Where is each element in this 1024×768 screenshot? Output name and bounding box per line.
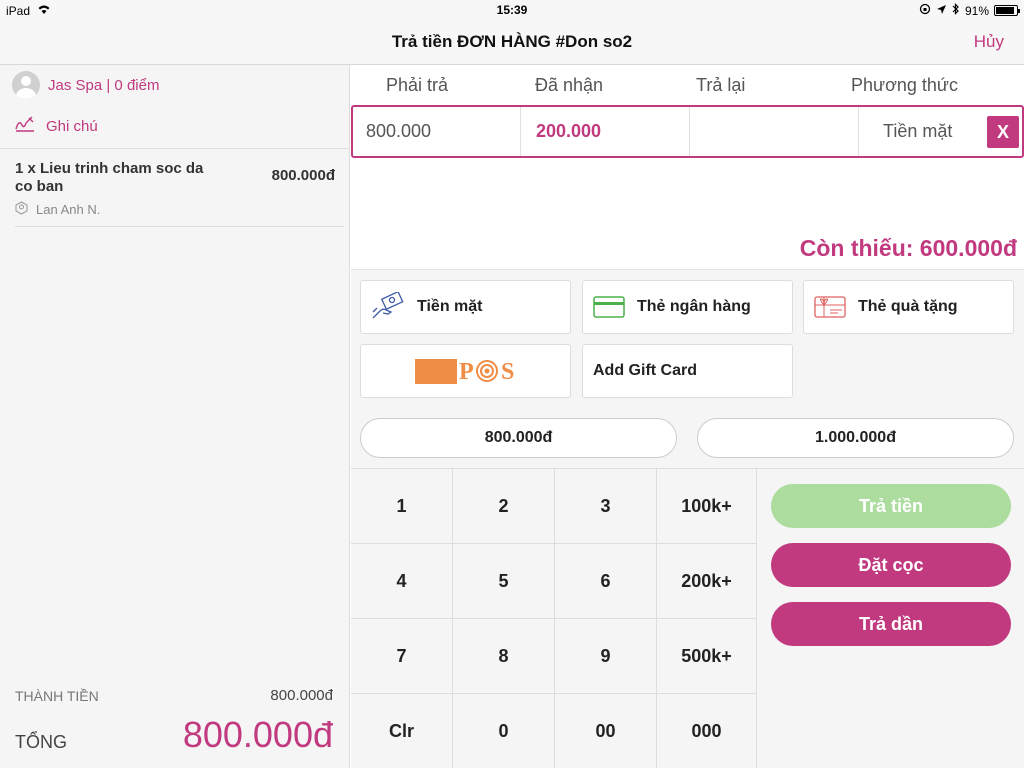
key-200k[interactable]: 200k+ [657,544,756,619]
cash-icon [371,292,405,322]
deposit-button[interactable]: Đặt cọc [771,543,1011,587]
staff-icon [15,201,28,218]
key-9[interactable]: 9 [555,619,657,694]
battery-fill [996,7,1015,14]
gift-card-method-button[interactable]: Thẻ quà tặng [803,280,1014,334]
amount-remaining: Còn thiếu: 600.000đ [799,235,1017,261]
header-amount-received: Đã nhận [535,75,604,95]
amount-received-input[interactable]: 200.000 [521,107,690,156]
payment-methods-panel: Tiền mặt Thẻ ngân hàng Thẻ quà tặng P [351,269,1024,468]
divider [15,226,344,227]
wifi-icon [36,3,52,18]
customer-selector[interactable]: Jas Spa | 0 điểm [12,71,159,99]
clock: 15:39 [496,3,528,17]
credit-card-icon [593,296,625,318]
payment-row[interactable]: 800.000 200.000 Tiền mặt X [351,105,1024,158]
pos-logo: P S [414,357,517,385]
key-500k[interactable]: 500k+ [657,619,756,694]
bluetooth-icon [952,3,960,18]
payment-method-cell[interactable]: Tiền mặt [883,121,953,141]
bank-card-method-button[interactable]: Thẻ ngân hàng [582,280,793,334]
battery-percent: 91% [964,3,989,18]
orientation-lock-icon [919,3,931,18]
quick-amount-button[interactable]: 1.000.000đ [697,418,1014,458]
payment-table-header: Phải trả Đã nhận Trả lại Phương thức [351,65,1024,105]
installment-button[interactable]: Trả dần [771,602,1011,646]
order-item-description: 1 x Lieu trinh cham soc da co ban [15,160,204,195]
remove-payment-button[interactable]: X [987,116,1019,148]
header-amount-due: Phải trả [386,75,449,95]
key-0[interactable]: 0 [453,694,555,768]
key-4[interactable]: 4 [351,544,453,619]
bank-card-method-label: Thẻ ngân hàng [637,298,751,315]
divider [0,148,350,149]
subtotal-value: 800.000đ [270,687,333,704]
key-1[interactable]: 1 [351,469,453,544]
pos-logo-block [414,358,457,384]
header-change: Trả lại [696,75,746,95]
svg-text:S: S [501,359,514,385]
pos-method-button[interactable]: P S [360,344,571,398]
key-clear[interactable]: Clr [351,694,453,768]
order-summary-pane: Jas Spa | 0 điểm Ghi chú 1 x Lieu trinh … [0,65,350,768]
navigation-bar: Trả tiền ĐƠN HÀNG #Don so2 Hủy [0,20,1024,65]
order-item-price: 800.000đ [271,167,335,184]
add-gift-card-label: Add Gift Card [593,362,697,379]
key-100k[interactable]: 100k+ [657,469,756,544]
total-value: 800.000đ [182,714,333,755]
cancel-button[interactable]: Hủy [973,32,1004,51]
key-6[interactable]: 6 [555,544,657,619]
order-line-item[interactable]: 1 x Lieu trinh cham soc da co ban 800.00… [15,160,335,218]
note-label: Ghi chú [46,118,98,135]
key-00[interactable]: 00 [555,694,657,768]
pay-button[interactable]: Trả tiền [771,484,1011,528]
cash-method-label: Tiền mặt [417,298,483,315]
key-000[interactable]: 000 [691,721,722,741]
customer-name: Jas Spa | 0 điểm [48,76,160,94]
location-icon [936,4,947,18]
cash-method-button[interactable]: Tiền mặt [360,280,571,334]
staff-name: Lan Anh N. [36,202,101,217]
status-bar: iPad 15:39 91% [0,0,1024,20]
gift-card-icon [814,296,846,318]
battery-icon [994,5,1020,16]
avatar [12,71,40,99]
add-gift-card-button[interactable]: Add Gift Card [582,344,793,398]
key-2[interactable]: 2 [453,469,555,544]
svg-text:P: P [459,359,474,385]
note-button[interactable]: Ghi chú [14,115,98,138]
key-7[interactable]: 7 [351,619,453,694]
numeric-keypad: 1 2 3 100k+ 4 5 6 200k+ 7 8 9 500k+ Clr … [351,468,756,768]
page-title: Trả tiền ĐƠN HÀNG #Don so2 [391,32,633,51]
header-payment-method: Phương thức [851,75,958,95]
quick-amount-button[interactable]: 800.000đ [360,418,677,458]
pos-logo-icon: P S [459,359,514,385]
key-5[interactable]: 5 [453,544,555,619]
amount-due-cell: 800.000 [353,107,521,156]
change-cell [690,107,859,156]
action-panel: Trả tiền Đặt cọc Trả dần [756,468,1024,768]
handwriting-icon [14,115,36,138]
gift-card-method-label: Thẻ quà tặng [858,298,958,315]
device-label: iPad [6,3,31,18]
payment-pane: Phải trả Đã nhận Trả lại Phương thức 800… [351,65,1024,768]
key-3[interactable]: 3 [555,469,657,544]
key-8[interactable]: 8 [453,619,555,694]
total-label: TỔNG [15,732,67,752]
subtotal-label: THÀNH TIỀN [15,688,99,704]
